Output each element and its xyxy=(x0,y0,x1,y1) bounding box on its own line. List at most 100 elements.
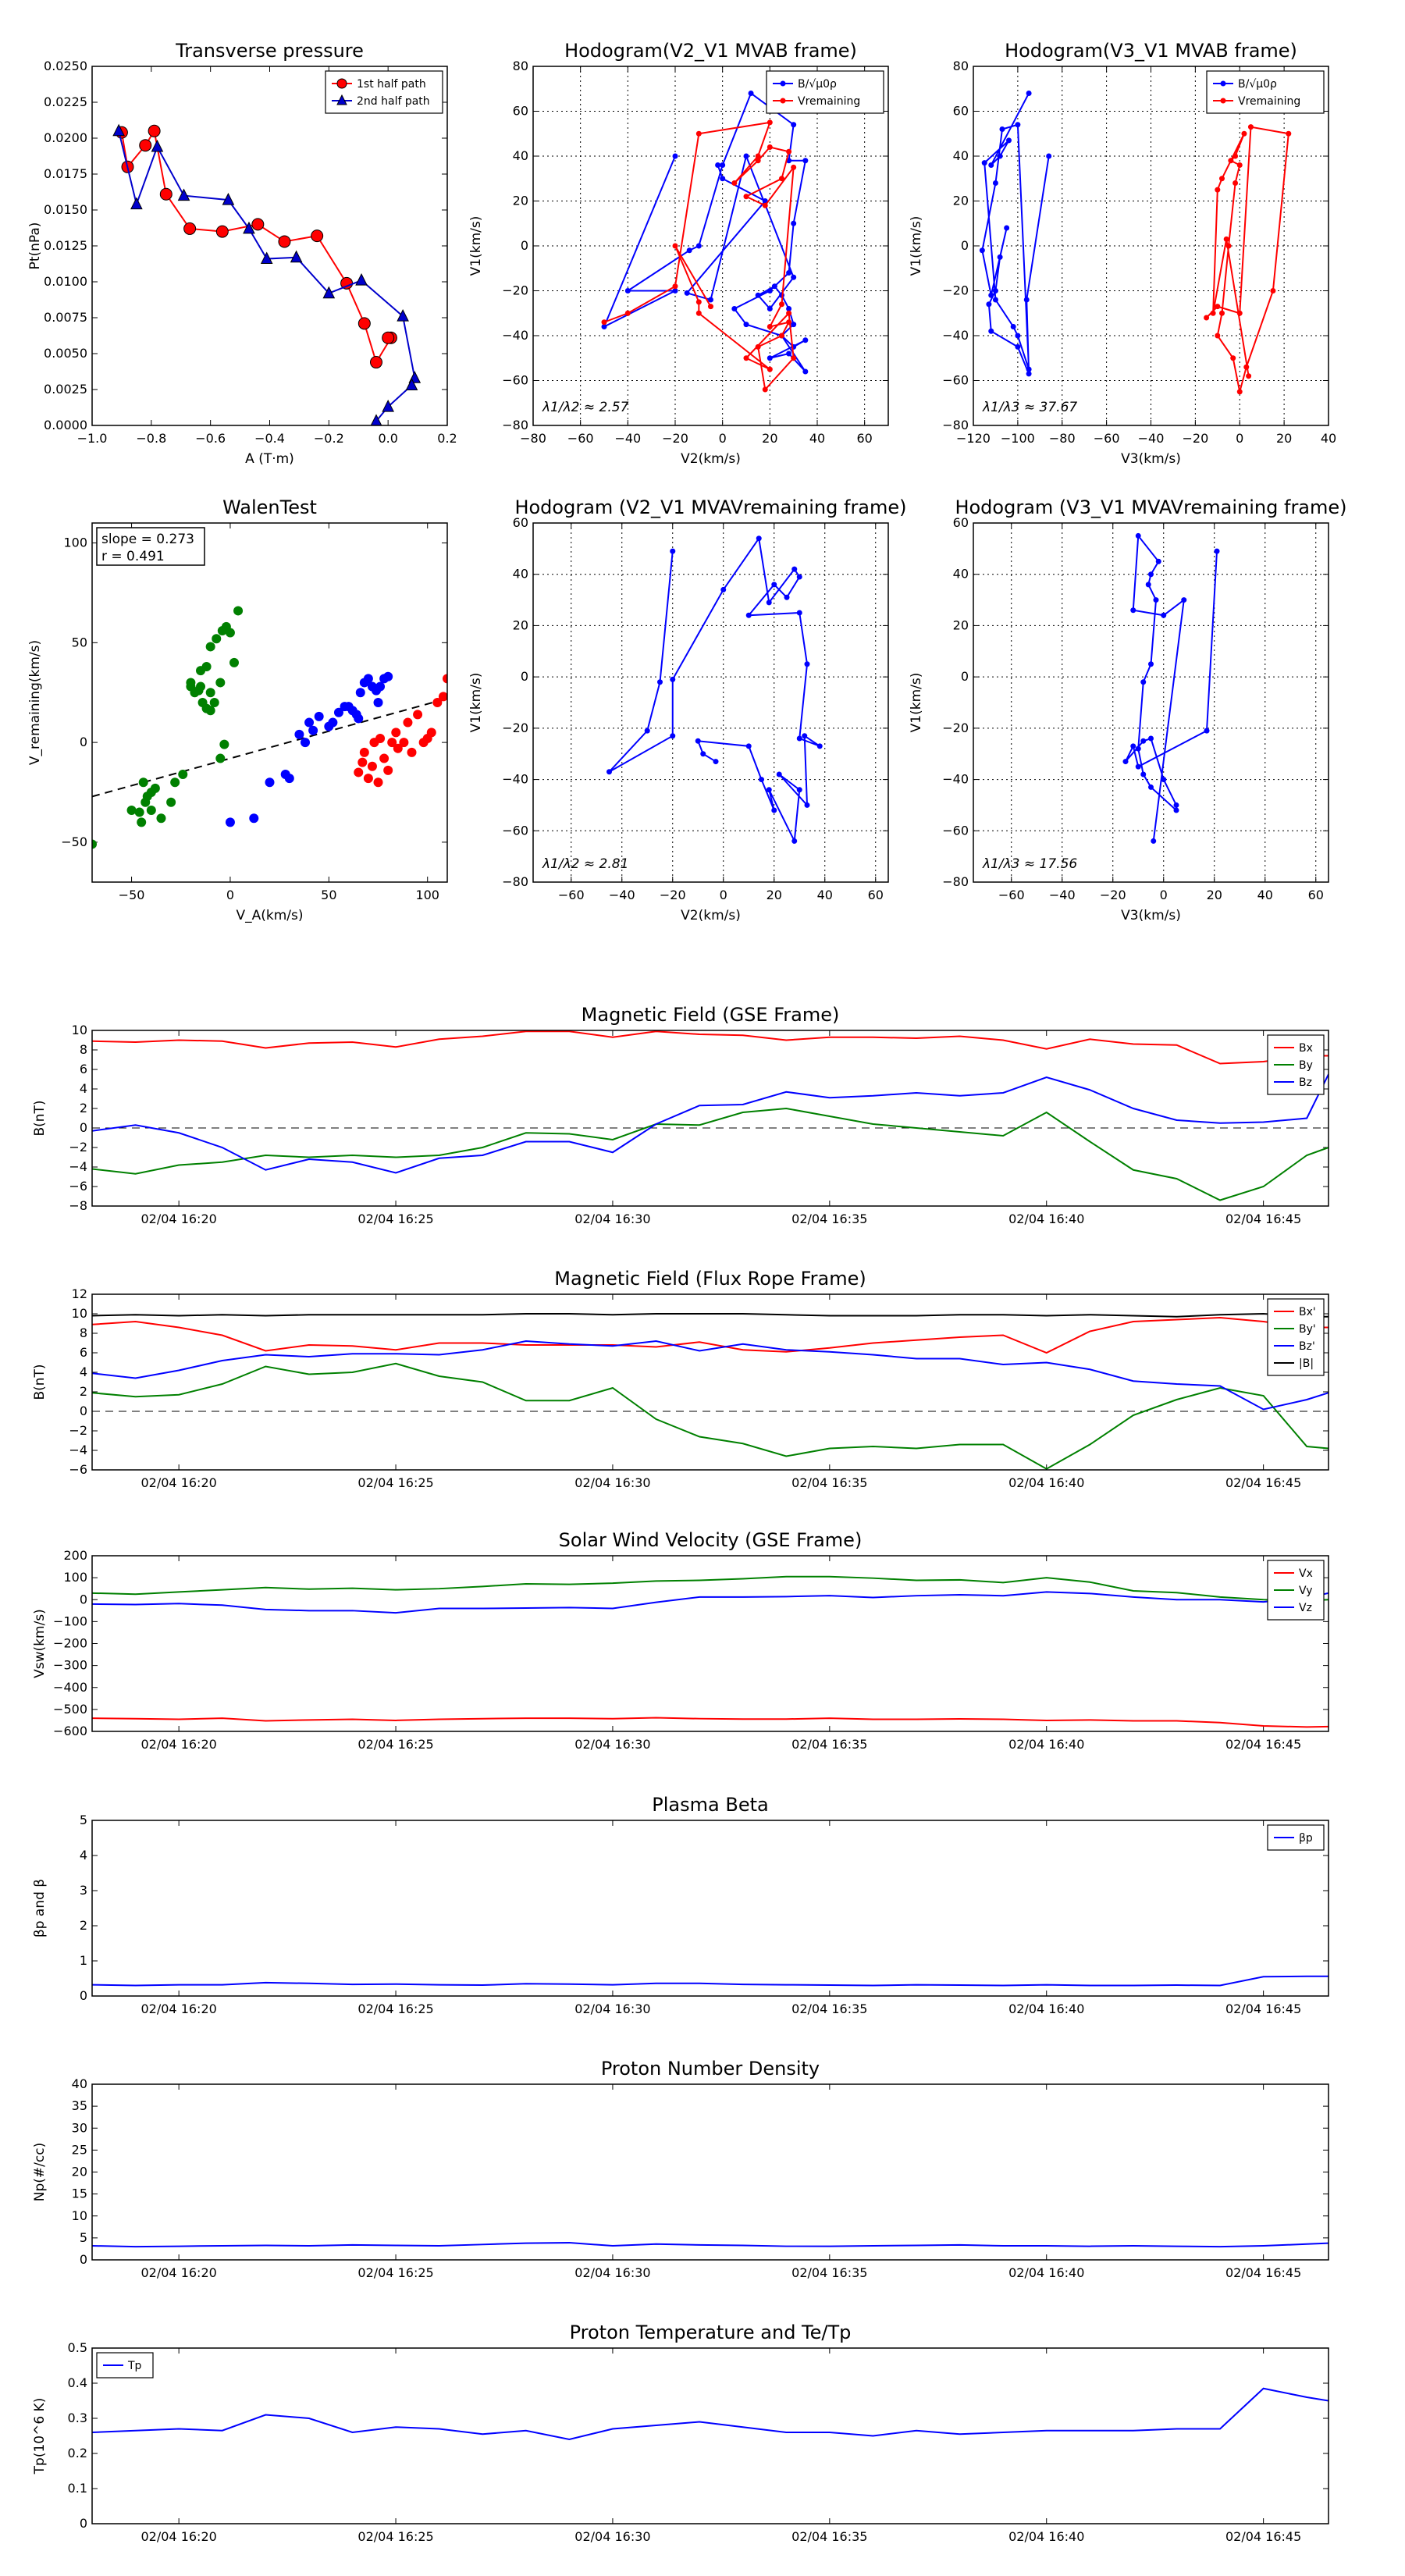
legend-label: By xyxy=(1299,1059,1313,1072)
data-point xyxy=(601,324,607,329)
legend-marker xyxy=(780,98,786,104)
data-point xyxy=(979,247,985,254)
series-line-Tp xyxy=(92,2387,1329,2441)
data-point xyxy=(249,813,259,824)
x-tick-label: 40 xyxy=(1257,888,1273,902)
data-point xyxy=(791,838,798,844)
x-tick-label: −0.4 xyxy=(254,431,285,446)
x-tick-label: 02/04 16:25 xyxy=(357,1212,433,1226)
data-point xyxy=(756,535,762,542)
series-line-Vremaining xyxy=(1205,126,1289,393)
data-point xyxy=(403,717,413,728)
data-point xyxy=(695,243,702,249)
y-tick-label: 20 xyxy=(72,2165,87,2179)
data-point xyxy=(992,297,998,303)
data-point xyxy=(695,310,702,316)
data-point xyxy=(139,139,152,152)
data-point xyxy=(686,247,692,254)
data-point xyxy=(684,290,690,296)
data-point xyxy=(720,176,726,182)
data-point xyxy=(373,777,383,788)
series-line-By' xyxy=(92,1362,1329,1470)
legend-box xyxy=(325,70,443,114)
chart-title: Proton Number Density xyxy=(601,2058,820,2080)
x-tick-label: 0.0 xyxy=(378,431,397,446)
y-tick-label: 0.0175 xyxy=(44,166,87,181)
y-tick-label: −60 xyxy=(502,373,528,388)
x-tick-label: 02/04 16:35 xyxy=(791,1737,867,1752)
plot-frame xyxy=(91,1555,1329,1732)
y-axis-label: V1(km/s) xyxy=(468,673,484,733)
plasma-beta-chart: Plasma Beta 02/04 16:20 02/04 16:25 02/04 1… xyxy=(32,1794,1329,2016)
data-point xyxy=(802,733,808,739)
data-point xyxy=(233,606,244,616)
y-tick-label: 40 xyxy=(72,2076,87,2091)
proton-number-density-chart: Proton Number Density 02/04 16:20 02/04 16… xyxy=(32,2058,1329,2280)
legend-marker xyxy=(336,94,347,105)
data-point xyxy=(194,685,204,696)
walen-test-chart: WalenTest −50 0 50 100 −50 0 50 100 V_A(km/s) V_re… xyxy=(27,496,448,923)
y-tick-label: 0.0000 xyxy=(44,418,87,432)
data-point xyxy=(755,292,761,298)
data-point xyxy=(791,220,797,226)
y-axis-label: βp and β xyxy=(32,1879,48,1937)
data-point xyxy=(363,674,373,684)
data-point xyxy=(304,717,315,728)
x-tick-label: 02/04 16:25 xyxy=(357,2529,433,2544)
series-line-Bz xyxy=(92,1073,1329,1174)
data-point xyxy=(997,153,1003,159)
data-point xyxy=(802,337,809,343)
y-tick-label: 200 xyxy=(63,1548,87,1563)
legend: Bx' By' Bz' |B| xyxy=(1267,1298,1325,1376)
data-point xyxy=(766,600,772,606)
data-point xyxy=(151,139,164,152)
stats-box xyxy=(96,527,205,566)
y-axis-label: V_remaining(km/s) xyxy=(27,640,43,765)
data-point xyxy=(802,368,809,375)
data-point xyxy=(713,759,719,765)
data-point xyxy=(166,797,176,807)
legend-label: 2nd half path xyxy=(357,95,430,108)
data-point xyxy=(657,679,663,685)
data-point xyxy=(1215,333,1221,339)
data-point xyxy=(1241,130,1247,137)
y-tick-label: −20 xyxy=(942,720,969,735)
plot-frame xyxy=(532,522,889,883)
x-tick-label: 20 xyxy=(1207,888,1222,902)
hodogram-v3v1-mvab-chart: Hodogram(V3_V1 MVAB frame) −120 −100 −80 −60… xyxy=(909,40,1336,467)
data-point xyxy=(1204,315,1210,321)
data-point xyxy=(992,180,998,186)
y-tick-label: 20 xyxy=(513,194,528,208)
plot-frame xyxy=(91,1820,1329,1997)
data-point xyxy=(791,122,797,128)
x-tick-label: 02/04 16:40 xyxy=(1008,1475,1084,1490)
x-tick-label: −0.2 xyxy=(314,431,344,446)
series-line-Bx' xyxy=(92,1316,1329,1354)
plot-frame xyxy=(91,66,448,426)
data-point xyxy=(201,662,212,671)
y-tick-label: 0 xyxy=(80,2516,87,2531)
plot-area xyxy=(606,535,823,845)
legend: B/√μ0ρ Vremaining xyxy=(766,70,884,114)
data-point xyxy=(156,813,166,824)
legend-box xyxy=(766,70,884,114)
data-point xyxy=(1161,612,1167,618)
data-point xyxy=(1243,364,1250,370)
data-point xyxy=(670,676,676,682)
y-tick-label: −100 xyxy=(53,1614,87,1628)
data-point xyxy=(397,309,409,322)
y-tick-label: 0.5 xyxy=(68,2340,87,2355)
y-tick-label: −40 xyxy=(502,328,528,343)
plot-frame xyxy=(532,66,889,426)
data-point xyxy=(802,158,809,164)
y-tick-label: 60 xyxy=(513,515,528,530)
data-point xyxy=(695,130,702,137)
hodogram-v2v1-mvav-chart: Hodogram (V2_V1 MVAVremaining frame) −60 −… xyxy=(468,496,907,923)
y-tick-label: 0 xyxy=(521,669,528,684)
legend-label: Vz xyxy=(1299,1602,1312,1614)
data-point xyxy=(1006,137,1012,144)
data-point xyxy=(1173,807,1179,813)
data-point xyxy=(1026,371,1032,377)
plot-area xyxy=(92,606,447,849)
data-point xyxy=(219,739,229,749)
